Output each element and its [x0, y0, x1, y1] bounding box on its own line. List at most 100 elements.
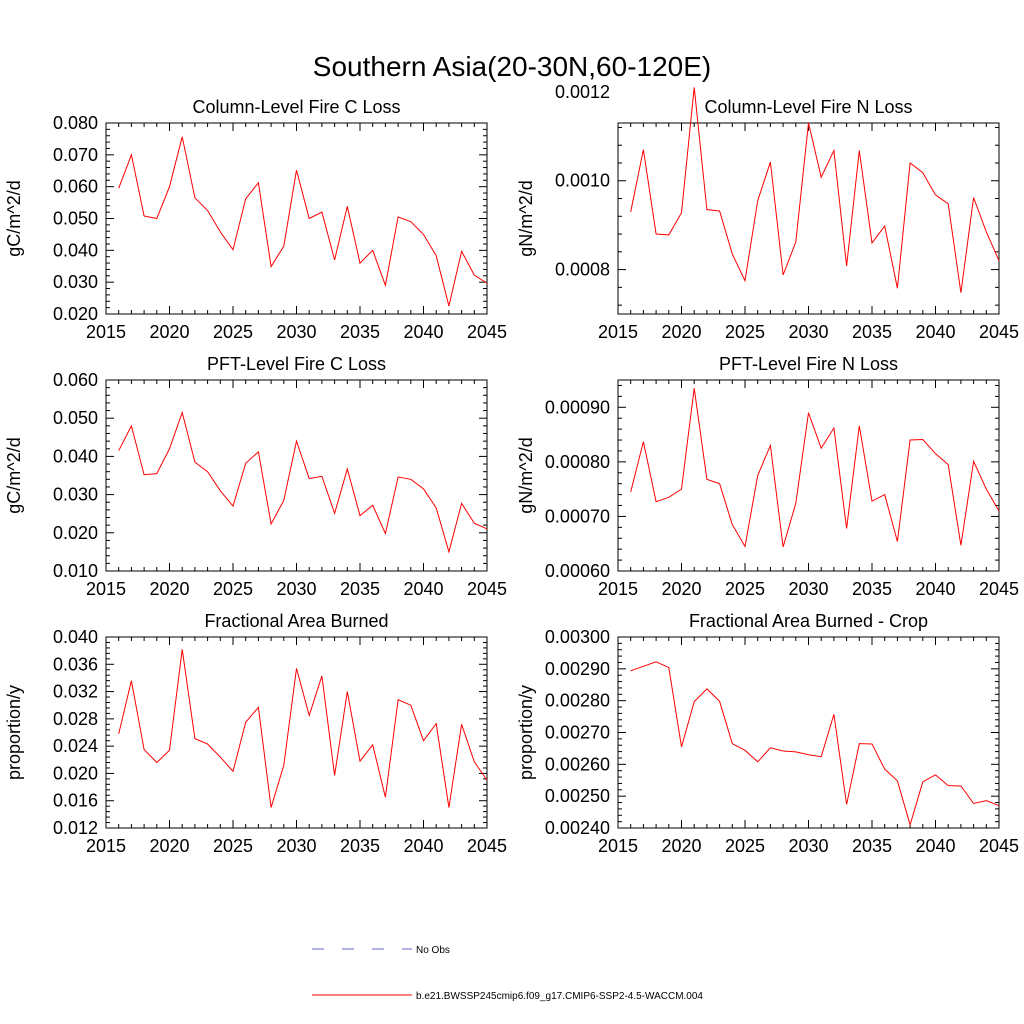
x-tick-label: 2040 — [915, 579, 955, 599]
y-tick-label: 0.00060 — [545, 561, 610, 581]
panel-3: PFT-Level Fire C Loss gC/m^2/d 2015 2020 202… — [4, 354, 507, 599]
x-tick-label: 2025 — [725, 322, 765, 342]
y-tick-label: 0.080 — [53, 113, 98, 133]
x-tick-label: 2045 — [467, 579, 507, 599]
y-tick-label: 0.010 — [53, 561, 98, 581]
x-tick-label: 2015 — [598, 836, 638, 856]
y-tick-label: 0.020 — [53, 304, 98, 324]
plot-frame — [617, 379, 1000, 572]
y-tick-label: 0.032 — [53, 682, 98, 702]
x-tick-label: 2020 — [661, 836, 701, 856]
y-tick-label: 0.00280 — [545, 691, 610, 711]
y-tick-label: 0.0012 — [555, 82, 610, 102]
y-axis-label: gC/m^2/d — [4, 437, 24, 513]
y-tick-label: 0.00080 — [545, 452, 610, 472]
y-tick-label: 0.060 — [53, 370, 98, 390]
panel-title: Column-Level Fire N Loss — [704, 97, 912, 117]
y-tick-label: 0.016 — [53, 791, 98, 811]
panel-5: Fractional Area Burned proportion/y 2015 20… — [4, 611, 507, 856]
x-tick-label: 2025 — [213, 579, 253, 599]
x-tick-label: 2040 — [403, 579, 443, 599]
x-tick-label: 2035 — [340, 579, 380, 599]
x-tick-label: 2015 — [598, 579, 638, 599]
y-tick-label: 0.070 — [53, 145, 98, 165]
x-tick-label: 2040 — [915, 836, 955, 856]
x-tick-label: 2030 — [788, 322, 828, 342]
panel-title: PFT-Level Fire N Loss — [719, 354, 898, 374]
x-tick-label: 2045 — [467, 322, 507, 342]
y-tick-label: 0.0010 — [555, 171, 610, 191]
y-tick-label: 0.036 — [53, 654, 98, 674]
x-tick-label: 2045 — [467, 836, 507, 856]
y-axis-label: gC/m^2/d — [4, 180, 24, 256]
x-tick-label: 2035 — [340, 322, 380, 342]
x-tick-label: 2015 — [598, 322, 638, 342]
plot-frame — [617, 122, 1000, 315]
y-tick-label: 0.040 — [53, 627, 98, 647]
y-axis-label: gN/m^2/d — [516, 437, 536, 513]
x-tick-label: 2025 — [213, 836, 253, 856]
x-tick-label: 2015 — [86, 322, 126, 342]
y-tick-label: 0.020 — [53, 763, 98, 783]
series-line — [118, 136, 488, 307]
y-tick-label: 0.00270 — [545, 723, 610, 743]
panel-title: Fractional Area Burned - Crop — [689, 611, 928, 631]
plot-frame — [105, 122, 488, 315]
x-tick-label: 2040 — [403, 836, 443, 856]
x-tick-label: 2030 — [276, 836, 316, 856]
x-tick-label: 2020 — [661, 579, 701, 599]
x-tick-label: 2030 — [788, 579, 828, 599]
series-line — [630, 661, 1000, 827]
series-line — [630, 87, 1000, 293]
y-tick-label: 0.00070 — [545, 506, 610, 526]
series-line — [118, 410, 488, 554]
y-tick-label: 0.050 — [53, 209, 98, 229]
x-tick-label: 2030 — [788, 836, 828, 856]
y-tick-label: 0.00240 — [545, 818, 610, 838]
x-tick-label: 2025 — [725, 579, 765, 599]
x-tick-label: 2030 — [276, 579, 316, 599]
series-line — [118, 649, 488, 808]
y-tick-label: 0.00090 — [545, 397, 610, 417]
legend-label-model: b.e21.BWSSP245cmip6.f09_g17.CMIP6-SSP2-4… — [416, 991, 703, 1002]
panel-title: Fractional Area Burned — [204, 611, 388, 631]
x-tick-label: 2020 — [661, 322, 701, 342]
x-tick-label: 2035 — [852, 579, 892, 599]
panel-title: Column-Level Fire C Loss — [192, 97, 400, 117]
y-tick-label: 0.00260 — [545, 754, 610, 774]
panel-6: Fractional Area Burned - Crop proportion/… — [516, 611, 1019, 856]
figure-title: Southern Asia(20-30N,60-120E) — [313, 51, 711, 82]
y-tick-label: 0.040 — [53, 240, 98, 260]
x-tick-label: 2025 — [725, 836, 765, 856]
x-tick-label: 2045 — [979, 579, 1019, 599]
x-tick-label: 2045 — [979, 836, 1019, 856]
x-tick-label: 2020 — [149, 836, 189, 856]
y-axis-label: proportion/y — [4, 685, 24, 780]
y-tick-label: 0.00290 — [545, 659, 610, 679]
x-tick-label: 2025 — [213, 322, 253, 342]
y-tick-label: 0.028 — [53, 709, 98, 729]
x-tick-label: 2020 — [149, 322, 189, 342]
y-tick-label: 0.024 — [53, 736, 98, 756]
y-tick-label: 0.012 — [53, 818, 98, 838]
x-tick-label: 2035 — [852, 322, 892, 342]
y-axis-label: gN/m^2/d — [516, 180, 536, 256]
x-tick-label: 2020 — [149, 579, 189, 599]
x-tick-label: 2035 — [340, 836, 380, 856]
y-tick-label: 0.00300 — [545, 627, 610, 647]
y-tick-label: 0.020 — [53, 523, 98, 543]
y-tick-label: 0.040 — [53, 446, 98, 466]
legend: No Obs b.e21.BWSSP245cmip6.f09_g17.CMIP6… — [312, 945, 703, 1002]
y-tick-label: 0.0008 — [555, 260, 610, 280]
y-tick-label: 0.050 — [53, 408, 98, 428]
panel-title: PFT-Level Fire C Loss — [207, 354, 386, 374]
x-tick-label: 2040 — [915, 322, 955, 342]
x-tick-label: 2015 — [86, 836, 126, 856]
x-tick-label: 2030 — [276, 322, 316, 342]
y-axis-label: proportion/y — [516, 685, 536, 780]
x-tick-label: 2015 — [86, 579, 126, 599]
plot-frame — [105, 379, 488, 572]
y-tick-label: 0.060 — [53, 177, 98, 197]
x-tick-label: 2045 — [979, 322, 1019, 342]
